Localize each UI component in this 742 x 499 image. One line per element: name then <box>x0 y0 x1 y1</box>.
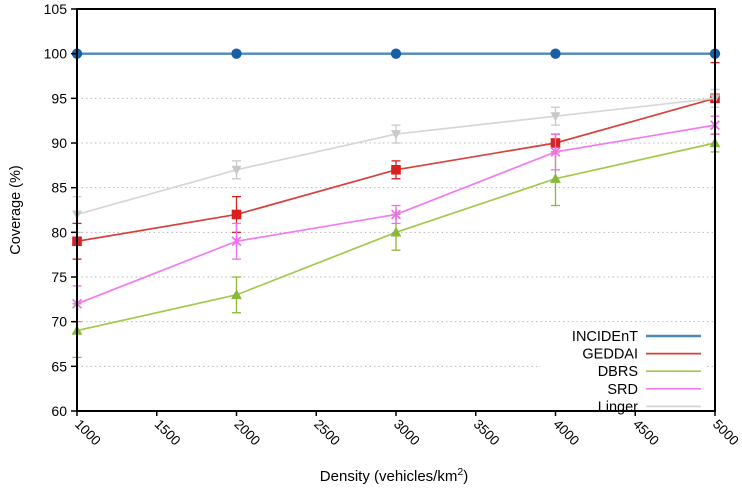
y-axis: 60 65 70 75 80 85 90 95 100 105 <box>44 1 77 419</box>
legend-label: DBRS <box>598 364 638 380</box>
x-tick-label: 4500 <box>630 417 662 449</box>
data-point-marker-triangle-down <box>391 130 401 140</box>
y-tick-label: 95 <box>51 90 67 106</box>
legend-label: Linger <box>598 399 638 415</box>
data-point-marker-triangle-up <box>231 289 242 300</box>
y-tick-label: 70 <box>51 314 67 330</box>
data-point-marker-asterisk <box>550 146 561 158</box>
legend-item-INCIDEnT: INCIDEnT <box>572 329 701 345</box>
x-tick-label: 2500 <box>311 417 343 449</box>
x-axis-label: Density (vehicles/km2) <box>320 466 468 485</box>
data-point-marker-circle <box>231 48 242 59</box>
legend-label: SRD <box>607 382 638 398</box>
x-tick-label: 3000 <box>391 417 423 449</box>
y-tick-label: 75 <box>51 269 67 285</box>
x-axis: 1000 1500 2000 2500 3000 3500 4000 4500 5000 <box>72 411 742 448</box>
x-tick-label: 4000 <box>550 417 582 449</box>
y-tick-label: 105 <box>44 1 68 17</box>
plot-border <box>76 8 716 412</box>
data-point-marker-triangle-up <box>550 173 561 183</box>
y-tick-label: 90 <box>51 135 67 151</box>
x-tick-label: 1500 <box>152 417 184 449</box>
y-tick-label: 60 <box>51 403 67 419</box>
series-SRD <box>71 115 721 323</box>
x-tick-label: 5000 <box>710 417 742 449</box>
y-tick-label: 100 <box>44 46 68 62</box>
data-point-marker-triangle-down <box>231 165 242 175</box>
y-tick-label: 65 <box>51 358 67 374</box>
data-point-marker-circle <box>390 48 402 59</box>
series-Linger <box>72 88 720 233</box>
data-point-marker-triangle-down <box>550 112 561 122</box>
data-point-marker-triangle-up <box>390 226 402 237</box>
y-tick-label: 85 <box>51 180 67 196</box>
legend-item-GEDDAI: GEDDAI <box>582 347 701 363</box>
x-tick-label: 3500 <box>471 417 503 449</box>
data-point-marker-square <box>231 209 242 220</box>
legend-item-DBRS: DBRS <box>598 364 701 380</box>
y-axis-label: Coverage (%) <box>8 165 24 254</box>
legend-item-SRD: SRD <box>607 382 701 398</box>
y-tick-label: 80 <box>51 224 67 240</box>
x-tick-label: 1000 <box>72 417 104 449</box>
legend-label: GEDDAI <box>582 347 638 363</box>
data-point-marker-circle <box>550 48 561 59</box>
data-point-marker-square <box>391 165 401 175</box>
series-INCIDEnT <box>71 48 721 59</box>
data-point-marker-asterisk <box>231 235 242 247</box>
x-tick-label: 2000 <box>231 417 263 449</box>
legend-label: INCIDEnT <box>572 329 638 345</box>
data-point-marker-asterisk <box>390 209 402 220</box>
